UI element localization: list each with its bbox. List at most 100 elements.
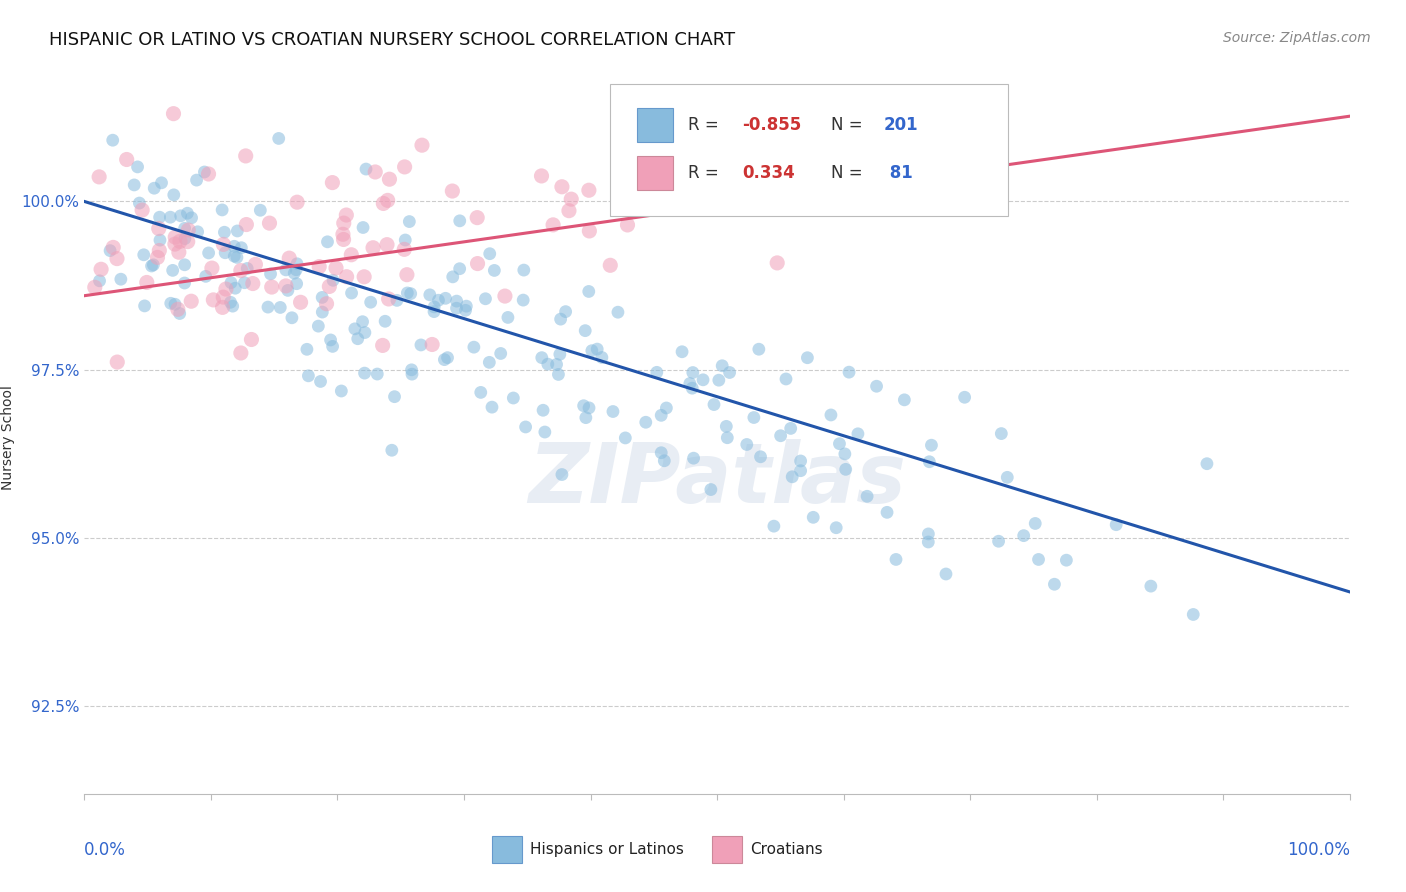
Point — [893, 392, 915, 407]
Point — [242, 277, 264, 291]
Point — [159, 210, 181, 224]
Point — [546, 358, 568, 372]
Point — [340, 248, 363, 262]
Point — [515, 420, 537, 434]
Point — [214, 225, 236, 239]
Point — [484, 263, 506, 277]
Point — [174, 232, 197, 246]
Point — [325, 260, 347, 275]
Text: 0.0%: 0.0% — [84, 840, 127, 858]
Point — [229, 263, 252, 277]
Point — [366, 367, 388, 381]
Y-axis label: Nursery School: Nursery School — [0, 384, 14, 490]
Point — [828, 436, 851, 450]
Point — [364, 165, 387, 179]
Point — [574, 324, 596, 338]
Point — [281, 310, 304, 325]
Point — [463, 340, 485, 354]
Point — [494, 289, 516, 303]
Point — [671, 344, 693, 359]
Point — [953, 390, 976, 404]
Point — [834, 447, 856, 461]
Point — [394, 160, 416, 174]
Point — [465, 211, 488, 225]
Point — [330, 384, 353, 398]
Point — [353, 269, 375, 284]
Point — [211, 202, 233, 217]
Point — [165, 230, 187, 244]
Point — [197, 167, 219, 181]
Point — [856, 489, 879, 503]
Point — [159, 296, 181, 310]
FancyBboxPatch shape — [637, 156, 673, 190]
Point — [83, 280, 105, 294]
Point — [226, 251, 249, 265]
Point — [917, 527, 939, 541]
Point — [212, 290, 235, 304]
Point — [748, 343, 770, 357]
Point — [89, 274, 111, 288]
Point — [186, 173, 208, 187]
Point — [650, 409, 672, 423]
Point — [103, 240, 125, 254]
Point — [259, 267, 281, 281]
Point — [607, 305, 630, 319]
Point — [716, 431, 738, 445]
Point — [749, 450, 772, 464]
Point — [470, 385, 492, 400]
Point — [343, 322, 366, 336]
Point — [1012, 528, 1035, 542]
Point — [318, 279, 340, 293]
Point — [700, 178, 723, 193]
Point — [180, 211, 202, 225]
Point — [537, 357, 560, 371]
Point — [917, 535, 939, 549]
Point — [142, 258, 165, 272]
Point — [134, 299, 156, 313]
Point — [449, 214, 471, 228]
Point — [173, 221, 195, 235]
Point — [162, 263, 184, 277]
Point — [395, 268, 418, 282]
Point — [346, 332, 368, 346]
Text: 0.334: 0.334 — [742, 164, 796, 182]
Point — [274, 279, 297, 293]
Point — [377, 292, 399, 306]
Point — [846, 426, 869, 441]
Point — [884, 552, 907, 566]
Point — [169, 235, 191, 249]
Point — [990, 426, 1012, 441]
Text: Croatians: Croatians — [749, 842, 823, 857]
Point — [1028, 552, 1050, 566]
Point — [169, 306, 191, 320]
Point — [201, 261, 224, 276]
Point — [177, 223, 200, 237]
Point — [530, 351, 553, 365]
Point — [146, 251, 169, 265]
Text: 81: 81 — [884, 164, 912, 182]
Point — [285, 277, 308, 291]
Text: N =: N = — [831, 164, 868, 182]
Point — [489, 346, 512, 360]
Point — [775, 372, 797, 386]
Point — [825, 521, 848, 535]
Point — [436, 351, 458, 365]
Point — [441, 269, 464, 284]
Point — [259, 216, 281, 230]
Point — [742, 410, 765, 425]
Point — [322, 339, 344, 353]
Point — [1043, 577, 1066, 591]
Point — [163, 187, 186, 202]
Point — [456, 299, 478, 313]
Point — [578, 183, 600, 197]
Point — [779, 421, 801, 435]
Point — [353, 366, 375, 380]
Point — [411, 138, 433, 153]
Point — [316, 235, 339, 249]
Text: R =: R = — [688, 116, 724, 134]
Point — [652, 454, 675, 468]
Point — [212, 237, 235, 252]
FancyBboxPatch shape — [610, 84, 1008, 216]
Point — [162, 106, 184, 120]
Point — [336, 269, 359, 284]
